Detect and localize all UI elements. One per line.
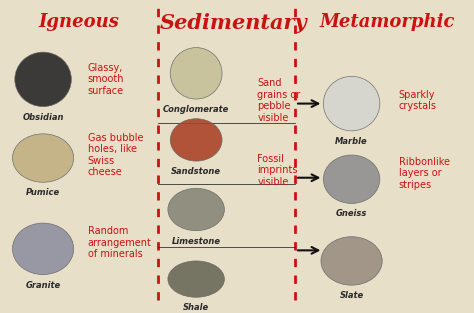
Text: Random
arrangement
of minerals: Random arrangement of minerals xyxy=(88,226,152,259)
Text: Ribbonlike
layers or
stripes: Ribbonlike layers or stripes xyxy=(399,156,450,190)
Ellipse shape xyxy=(12,134,73,182)
Text: Metamorphic: Metamorphic xyxy=(319,13,455,31)
Ellipse shape xyxy=(170,48,222,99)
Text: Gneiss: Gneiss xyxy=(336,209,367,218)
Ellipse shape xyxy=(12,223,73,275)
Text: Igneous: Igneous xyxy=(38,13,119,31)
Text: Sparkly
crystals: Sparkly crystals xyxy=(399,90,437,111)
Text: Granite: Granite xyxy=(26,281,61,290)
Ellipse shape xyxy=(168,188,224,231)
Ellipse shape xyxy=(323,155,380,203)
Text: Sedimentary: Sedimentary xyxy=(160,13,308,33)
Text: Gas bubble
holes, like
Swiss
cheese: Gas bubble holes, like Swiss cheese xyxy=(88,133,143,177)
Text: Sandstone: Sandstone xyxy=(171,167,221,176)
Text: Marble: Marble xyxy=(335,137,368,146)
Text: Sand
grains or
pebble
visible: Sand grains or pebble visible xyxy=(257,78,301,123)
Text: Glassy,
smooth
surface: Glassy, smooth surface xyxy=(88,63,124,96)
Ellipse shape xyxy=(323,76,380,131)
Ellipse shape xyxy=(168,261,224,297)
Ellipse shape xyxy=(321,237,382,285)
Text: Shale: Shale xyxy=(183,303,209,312)
Text: Fossil
imprints
visible: Fossil imprints visible xyxy=(257,154,298,187)
Ellipse shape xyxy=(15,52,72,107)
Ellipse shape xyxy=(170,119,222,161)
Text: Pumice: Pumice xyxy=(26,188,60,197)
Text: Obsidian: Obsidian xyxy=(22,113,64,122)
Text: Slate: Slate xyxy=(339,291,364,300)
Text: Limestone: Limestone xyxy=(172,237,221,246)
Text: Conglomerate: Conglomerate xyxy=(163,105,229,114)
